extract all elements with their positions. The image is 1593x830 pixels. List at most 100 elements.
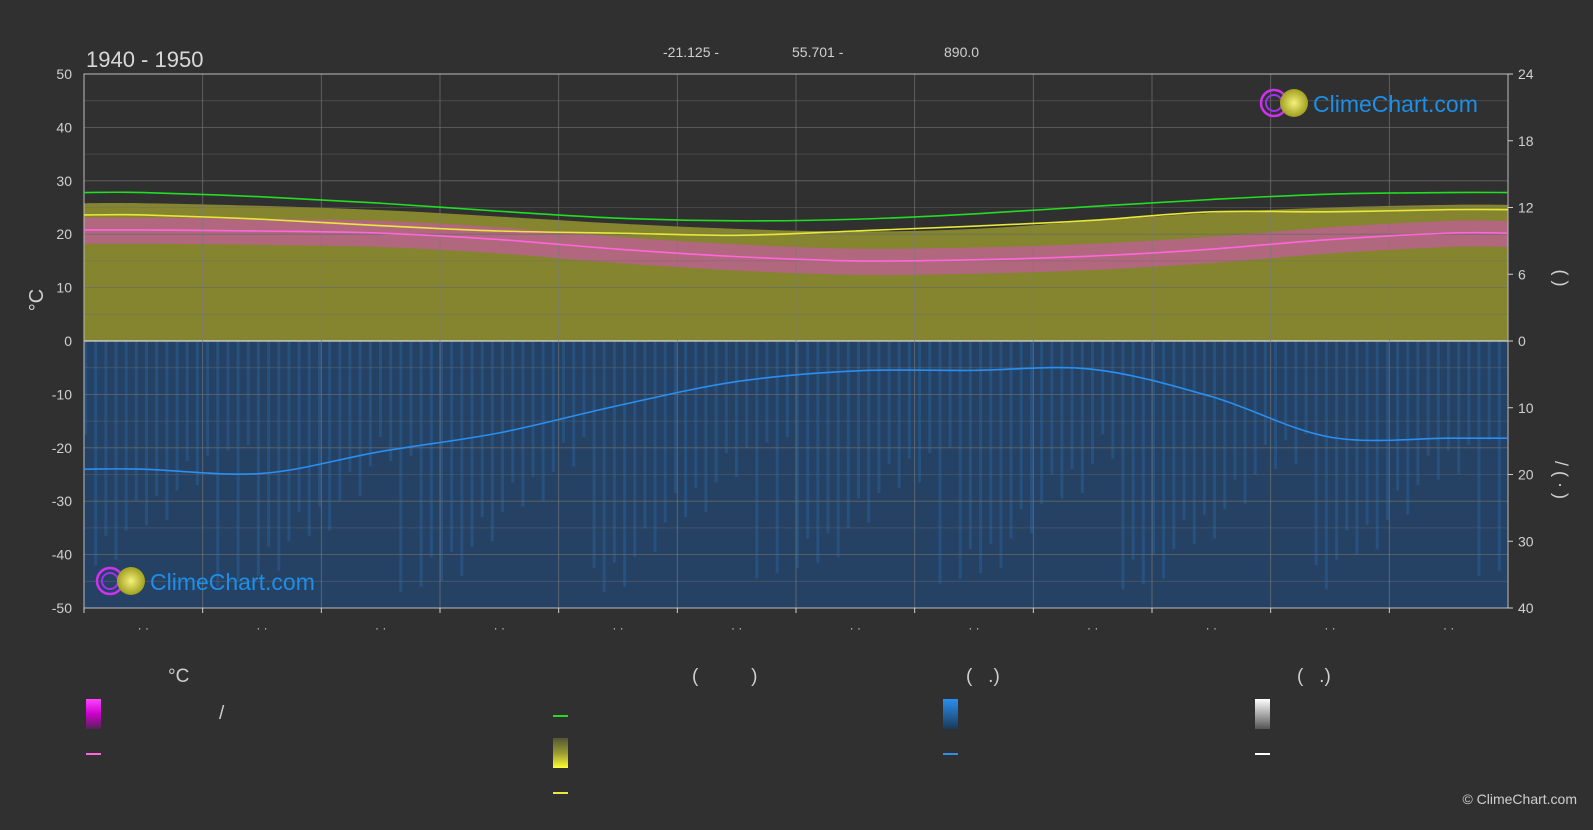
precip-streak: [918, 341, 922, 483]
precip-streak: [1304, 341, 1308, 435]
y-tick-right-top: 0: [1518, 333, 1526, 349]
precip-streak: [297, 341, 301, 512]
precip-streak: [979, 341, 983, 574]
precip-streak: [114, 341, 118, 560]
x-tick-label: · ·: [968, 621, 979, 635]
precip-streak: [1060, 341, 1064, 499]
logo-sun-icon: [117, 567, 145, 595]
logo-ring-icon-inner: [1265, 94, 1283, 112]
precip-streak: [643, 341, 647, 528]
precip-streak: [714, 341, 718, 483]
precip-streak: [653, 341, 657, 552]
precip-streak: [490, 341, 494, 542]
y-tick-left: -50: [52, 600, 72, 616]
legend-temp-header: °C: [168, 666, 190, 687]
longitude-readout: 55.701 -: [792, 44, 844, 60]
precip-streak: [521, 341, 525, 507]
y-tick-right-bottom: 20: [1518, 467, 1534, 483]
precip-streak: [1009, 341, 1013, 539]
precip-streak: [450, 341, 454, 552]
x-tick-label: · ·: [1324, 621, 1335, 635]
y-tick-left: 10: [56, 280, 72, 296]
precip-streak: [1121, 341, 1125, 590]
precip-streak: [775, 341, 779, 574]
precip-streak: [419, 341, 423, 587]
y-tick-left: 0: [64, 333, 72, 349]
precip-streak: [1263, 341, 1267, 446]
precip-streak: [287, 341, 291, 542]
precip-streak: [887, 341, 891, 464]
precip-streak: [328, 341, 332, 531]
precip-streak: [1080, 341, 1084, 494]
precip-streak: [480, 341, 484, 518]
precip-streak: [1253, 341, 1257, 475]
y-tick-left: 50: [56, 66, 72, 82]
precip-streak: [1345, 341, 1349, 531]
elevation-readout: 890.0: [944, 44, 979, 60]
legend-snow-header: ( .): [1297, 666, 1331, 687]
legend-temp-range-swatch: [86, 699, 101, 729]
copyright: © ClimeChart.com: [1462, 791, 1577, 807]
precip-streak: [999, 341, 1003, 568]
y-axis-right-top-label: ( ): [1551, 270, 1571, 287]
precip-streak: [429, 341, 433, 558]
precip-streak: [470, 341, 474, 547]
x-tick-label: · ·: [731, 621, 742, 635]
precip-streak: [755, 341, 759, 579]
precip-streak: [348, 341, 352, 472]
y-tick-right-top: 12: [1518, 200, 1534, 216]
precip-streak: [195, 341, 199, 486]
y-tick-right-top: 24: [1518, 66, 1534, 82]
legend-rain-swatch: [943, 699, 958, 729]
x-tick-label: · ·: [612, 621, 623, 635]
y-tick-right-top: 6: [1518, 266, 1526, 282]
precip-streak: [1365, 341, 1369, 526]
precip-streak: [836, 341, 840, 558]
legend-daylight-line: [553, 715, 568, 717]
precip-streak: [907, 341, 911, 459]
precip-streak: [673, 341, 677, 494]
precip-streak: [1396, 341, 1400, 491]
x-tick-label: · ·: [256, 621, 267, 635]
precip-streak: [1233, 341, 1237, 480]
precip-streak: [562, 341, 566, 443]
legend-sunshine-swatch: [553, 738, 568, 768]
precip-streak: [846, 341, 850, 528]
precip-streak: [1406, 341, 1410, 515]
precip-streak: [897, 341, 901, 488]
precip-streak: [185, 341, 189, 462]
precip-streak: [765, 341, 769, 443]
precip-streak: [1070, 341, 1074, 470]
period-title: 1940 - 1950: [86, 47, 203, 72]
precip-streak: [694, 341, 698, 488]
y-tick-left: -10: [52, 386, 72, 402]
precip-streak: [246, 341, 250, 446]
precip-streak: [1497, 341, 1501, 571]
y-tick-right-top: 18: [1518, 133, 1534, 149]
precip-streak: [1202, 341, 1206, 515]
temp_mean-line: [83, 229, 1509, 262]
legend-rain-line: [943, 753, 958, 755]
x-tick-label: · ·: [1443, 621, 1454, 635]
precip-streak: [1019, 341, 1023, 510]
precip-streak: [440, 341, 443, 582]
precip-streak: [256, 341, 260, 576]
precipitation-line: [83, 366, 1509, 475]
precip-streak: [785, 341, 789, 438]
precip-streak: [663, 341, 667, 523]
precip-streak: [409, 341, 413, 456]
precip-streak: [389, 341, 393, 462]
y-tick-left: 20: [56, 226, 72, 242]
precip-streak: [1029, 341, 1033, 534]
precip-streak: [1335, 341, 1339, 560]
x-tick-label: · ·: [375, 621, 386, 635]
precip-streak: [165, 341, 169, 520]
logo-text: ClimeChart.com: [1313, 91, 1478, 117]
precip-streak: [572, 341, 576, 467]
precip-streak: [358, 341, 362, 496]
legend-rain-header: ( .): [966, 666, 1000, 687]
precip-streak: [1487, 341, 1491, 440]
legend-sun-header: ( ): [692, 666, 758, 687]
precip-streak: [796, 341, 799, 568]
